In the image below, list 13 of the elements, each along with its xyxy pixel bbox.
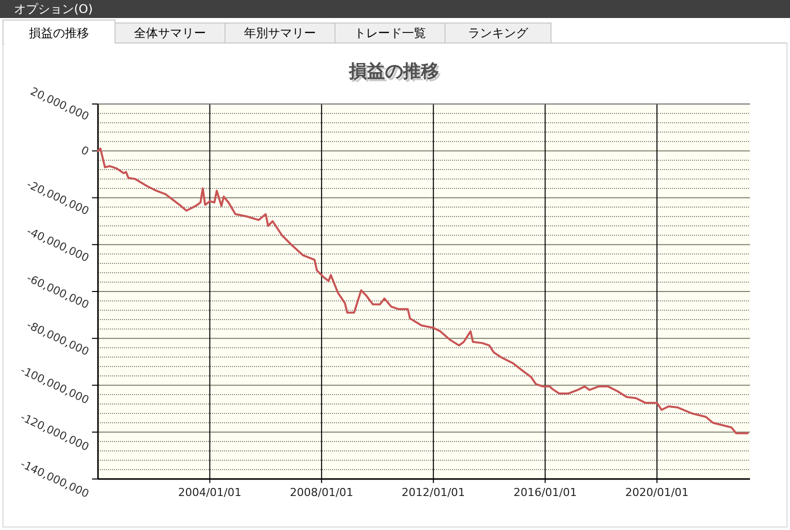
x-tick-label: 2012/01/01 (402, 486, 466, 499)
y-tick-label: 0 (78, 144, 91, 158)
text: 損益の推移 (29, 26, 89, 40)
x-tick-label: 2008/01/01 (290, 486, 354, 499)
x-tick-label: 2016/01/01 (513, 486, 577, 499)
x-tick-label: 2020/01/01 (625, 486, 689, 499)
text: ランキング (468, 26, 529, 40)
chart-title: 損益の推移 (350, 63, 441, 84)
text: オプション(O) (14, 2, 93, 16)
text: 年別サマリー (244, 26, 316, 40)
x-tick-label: 2004/01/01 (178, 486, 242, 499)
text: トレード一覧 (354, 26, 426, 40)
text: 全体サマリー (134, 26, 206, 40)
